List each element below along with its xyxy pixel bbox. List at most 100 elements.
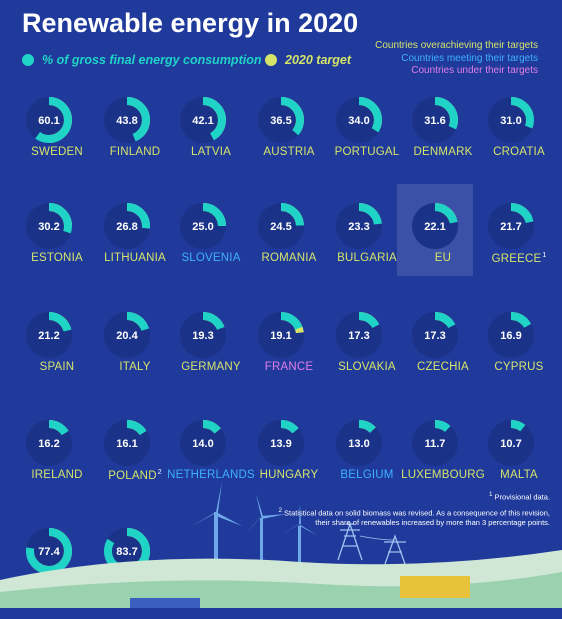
legend-target: 2020 target bbox=[265, 52, 351, 68]
donut-svg bbox=[104, 420, 150, 466]
share-arc bbox=[26, 203, 72, 249]
donut-svg bbox=[336, 420, 382, 466]
share-arc bbox=[180, 420, 226, 466]
value-label: 21.7 bbox=[500, 221, 522, 233]
country-label: LITHUANIA bbox=[86, 252, 184, 264]
status-legend: Countries overachieving their targets Co… bbox=[375, 40, 538, 78]
target-dot-icon bbox=[265, 54, 277, 66]
country-name: CZECHIA bbox=[417, 361, 469, 373]
donut-france: 19.1 FRANCE bbox=[250, 303, 328, 403]
donut-slovenia: 25.0 SLOVENIA bbox=[172, 194, 250, 294]
country-name: SPAIN bbox=[39, 361, 75, 373]
country-name: LUXEMBOURG bbox=[401, 469, 485, 481]
country-label: SLOVENIA bbox=[162, 252, 260, 264]
country-name: ROMANIA bbox=[261, 252, 317, 264]
share-arc bbox=[258, 97, 304, 143]
legend-share-label: % of gross final energy consumption bbox=[42, 53, 262, 67]
country-label: CROATIA bbox=[470, 146, 562, 158]
donut-italy: 20.4 ITALY bbox=[96, 303, 174, 403]
donut-estonia: 30.2 ESTONIA bbox=[18, 194, 96, 294]
country-label: GREECE1 bbox=[470, 252, 562, 265]
target-arc bbox=[488, 420, 534, 466]
value-label: 31.6 bbox=[424, 115, 446, 127]
donut-eu: 22.1 EU bbox=[404, 194, 482, 294]
country-name: PORTUGAL bbox=[334, 146, 400, 158]
value-label: 83.7 bbox=[116, 546, 138, 558]
value-label: 19.3 bbox=[192, 330, 214, 342]
footnote-1: 1 Provisional data. bbox=[488, 491, 550, 502]
country-label: GERMANY bbox=[162, 361, 260, 373]
value-label: 22.1 bbox=[424, 221, 446, 233]
share-arc bbox=[336, 97, 382, 143]
donut-malta: 10.7 MALTA bbox=[480, 411, 558, 511]
donut-spain: 21.2 SPAIN bbox=[18, 303, 96, 403]
share-arc bbox=[26, 528, 72, 574]
country-name: FRANCE bbox=[264, 361, 314, 373]
footnote-marker: 1 bbox=[542, 252, 547, 259]
footnote-2-line2: their share of renewables increased by m… bbox=[315, 518, 550, 527]
donut-svg bbox=[258, 203, 304, 249]
donut-hungary: 13.9 HUNGARY bbox=[250, 411, 328, 511]
share-arc bbox=[412, 420, 458, 466]
donut-netherlands: 14.0 NETHERLANDS bbox=[167, 411, 255, 511]
donut-germany: 19.3 GERMANY bbox=[172, 303, 250, 403]
donut-croatia: 31.0 CROATIA bbox=[480, 88, 558, 188]
country-label: LUXEMBOURG bbox=[394, 469, 492, 481]
country-label: PORTUGAL bbox=[318, 146, 416, 158]
donut-poland: 16.1 POLAND2 bbox=[96, 411, 174, 511]
value-label: 17.3 bbox=[424, 330, 446, 342]
country-name: BELGIUM bbox=[340, 469, 394, 481]
donut-svg bbox=[180, 203, 226, 249]
share-arc bbox=[412, 312, 458, 358]
country-label: IRELAND bbox=[8, 469, 106, 481]
value-label: 16.9 bbox=[500, 330, 522, 342]
value-label: 21.2 bbox=[38, 330, 60, 342]
country-name: SLOVENIA bbox=[181, 252, 241, 264]
country-name: SLOVAKIA bbox=[338, 361, 396, 373]
share-arc bbox=[336, 420, 382, 466]
value-label: 13.0 bbox=[348, 438, 370, 450]
country-name: AUSTRIA bbox=[263, 146, 315, 158]
legend-share: % of gross final energy consumption bbox=[22, 52, 261, 68]
landscape-illustration bbox=[0, 482, 562, 608]
value-label: 36.5 bbox=[270, 115, 292, 127]
donut-slovakia: 17.3 SLOVAKIA bbox=[328, 303, 406, 403]
value-label: 77.4 bbox=[38, 546, 60, 558]
share-arc bbox=[336, 203, 382, 249]
country-label: ROMANIA bbox=[240, 252, 338, 264]
country-name: EU bbox=[434, 252, 452, 264]
country-label: SPAIN bbox=[8, 361, 106, 373]
country-name: IRELAND bbox=[31, 469, 83, 481]
value-label: 11.7 bbox=[424, 438, 446, 450]
donut-lithuania: 26.8 LITHUANIA bbox=[96, 194, 174, 294]
legend-target-label: 2020 target bbox=[285, 53, 352, 67]
donut-latvia: 42.1 LATVIA bbox=[172, 88, 250, 188]
donut-svg bbox=[412, 312, 458, 358]
share-arc bbox=[488, 203, 534, 249]
country-label: ESTONIA bbox=[8, 252, 106, 264]
country-name: GREECE bbox=[491, 252, 542, 265]
country-label: SLOVAKIA bbox=[318, 361, 416, 373]
donut-svg bbox=[336, 203, 382, 249]
donut-svg bbox=[258, 97, 304, 143]
share-arc bbox=[412, 203, 458, 249]
donut-svg bbox=[26, 203, 72, 249]
country-name: FINLAND bbox=[109, 146, 161, 158]
donut-svg bbox=[488, 203, 534, 249]
donut-ireland: 16.2 IRELAND bbox=[18, 411, 96, 511]
value-label: 16.1 bbox=[116, 438, 138, 450]
share-arc bbox=[180, 312, 226, 358]
donut-svg bbox=[488, 312, 534, 358]
donut-finland: 43.8 FINLAND bbox=[96, 88, 174, 188]
donut-background bbox=[412, 420, 458, 466]
footnotes: 1 Provisional data. 2 Statistical data o… bbox=[278, 490, 550, 528]
country-label: DENMARK bbox=[394, 146, 492, 158]
donut-svg bbox=[104, 312, 150, 358]
donut-svg bbox=[488, 97, 534, 143]
value-label: 43.8 bbox=[116, 115, 138, 127]
share-arc bbox=[26, 97, 72, 143]
status-legend-under: Countries under their targets bbox=[411, 65, 538, 76]
footnote-2: 2 Statistical data on solid biomass was … bbox=[278, 506, 550, 518]
value-label: 42.1 bbox=[192, 115, 214, 127]
donut-svg bbox=[26, 97, 72, 143]
